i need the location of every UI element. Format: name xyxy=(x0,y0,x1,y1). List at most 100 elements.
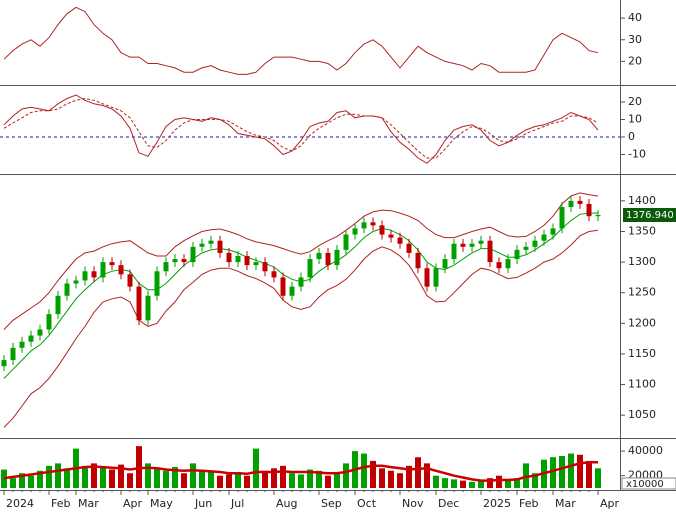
volume-bar xyxy=(253,448,259,488)
volume-bar xyxy=(415,457,421,488)
volume-bar xyxy=(424,463,430,488)
volume-bar xyxy=(550,457,556,488)
volume-bar xyxy=(469,481,475,488)
candle-body xyxy=(190,246,196,263)
volume-bar xyxy=(1,469,7,488)
volume-bar xyxy=(109,469,115,488)
candle-body xyxy=(181,259,187,263)
candle-body xyxy=(46,314,52,330)
volume-bar xyxy=(82,465,88,488)
candle-body xyxy=(343,234,349,250)
x-tick-label: Apr xyxy=(600,497,620,510)
candle-body xyxy=(208,240,214,244)
volume-bar xyxy=(433,475,439,488)
candle-body xyxy=(271,271,277,278)
series-line xyxy=(3,192,599,330)
candle-body xyxy=(469,243,475,247)
volume-bar xyxy=(100,467,106,488)
candle-body xyxy=(487,240,493,263)
series-line xyxy=(3,6,599,75)
y-tick-label: 1050 xyxy=(628,408,656,421)
volume-bar xyxy=(181,473,187,488)
volume-bar xyxy=(235,472,241,488)
volume-bar xyxy=(55,463,61,488)
y-tick-label: 40000 xyxy=(628,444,663,457)
volume-bar xyxy=(379,468,385,488)
x-tick-label: Mar xyxy=(78,497,99,510)
y-tick-label: 1300 xyxy=(628,255,656,268)
candle-body xyxy=(334,249,340,266)
x-tick-label: Jun xyxy=(194,497,212,510)
candle-body xyxy=(1,360,7,367)
y-tick-label: -10 xyxy=(628,148,646,161)
candle-body xyxy=(235,255,241,263)
candle-body xyxy=(28,335,34,342)
volume-bar xyxy=(289,473,295,488)
y-tick-label: 20 xyxy=(628,54,642,67)
candle-body xyxy=(289,286,295,296)
volume-bar xyxy=(28,475,34,488)
candle-body xyxy=(280,277,286,296)
unit-box xyxy=(621,477,676,490)
candle-body xyxy=(136,286,142,321)
candle-body xyxy=(460,243,466,247)
candle-body xyxy=(505,259,511,269)
candle-body xyxy=(64,283,70,296)
volume-bar xyxy=(190,463,196,488)
y-tick-label: 1200 xyxy=(628,316,656,329)
candle-body xyxy=(541,234,547,241)
x-tick-label: Mar xyxy=(555,497,576,510)
candle-body xyxy=(352,228,358,235)
volume-bar xyxy=(64,468,70,488)
series-line xyxy=(3,97,599,159)
volume-bar xyxy=(442,478,448,488)
x-tick-label: Feb xyxy=(519,497,538,510)
candle-body xyxy=(307,259,313,278)
volume-bar xyxy=(586,460,592,488)
volume-bar xyxy=(46,465,52,488)
x-tick-label: Dec xyxy=(438,497,459,510)
volume-bar xyxy=(271,468,277,488)
candle-body xyxy=(109,262,115,266)
candle-body xyxy=(91,271,97,278)
y-tick-label: 1150 xyxy=(628,347,656,360)
volume-bar xyxy=(532,473,538,488)
x-tick-label: Apr xyxy=(123,497,143,510)
candle-body xyxy=(370,222,376,226)
volume-bar xyxy=(37,470,43,488)
volume-bar xyxy=(478,480,484,488)
candle-body xyxy=(559,207,565,229)
candle-body xyxy=(325,252,331,266)
candle-body xyxy=(397,237,403,244)
candle-body xyxy=(226,252,232,263)
candle-body xyxy=(523,246,529,250)
volume-bar xyxy=(298,474,304,488)
candle-body xyxy=(262,262,268,272)
volume-bar xyxy=(199,469,205,488)
y-tick-label: 0 xyxy=(628,130,635,143)
volume-bar xyxy=(154,468,160,488)
volume-bar xyxy=(559,456,565,488)
y-tick-label: 1100 xyxy=(628,378,656,391)
candle-body xyxy=(19,341,25,348)
candle-body xyxy=(163,262,169,272)
candle-body xyxy=(568,200,574,208)
y-tick-label: 20 xyxy=(628,95,642,108)
volume-bar xyxy=(334,473,340,488)
volume-bar xyxy=(397,473,403,488)
series-line xyxy=(3,94,599,164)
candle-body xyxy=(388,234,394,238)
candle-body xyxy=(244,255,250,266)
candle-body xyxy=(82,271,88,281)
x-tick-label: Aug xyxy=(276,497,297,510)
candle-body xyxy=(118,265,124,275)
volume-bar xyxy=(172,467,178,488)
volume-bar xyxy=(406,465,412,488)
unit-label: x10000 xyxy=(626,479,664,490)
candle-body xyxy=(442,259,448,269)
volume-bar xyxy=(91,463,97,488)
volume-bar xyxy=(487,478,493,488)
volume-bar xyxy=(388,470,394,488)
volume-bar xyxy=(118,464,124,488)
x-tick-label: Sep xyxy=(321,497,342,510)
